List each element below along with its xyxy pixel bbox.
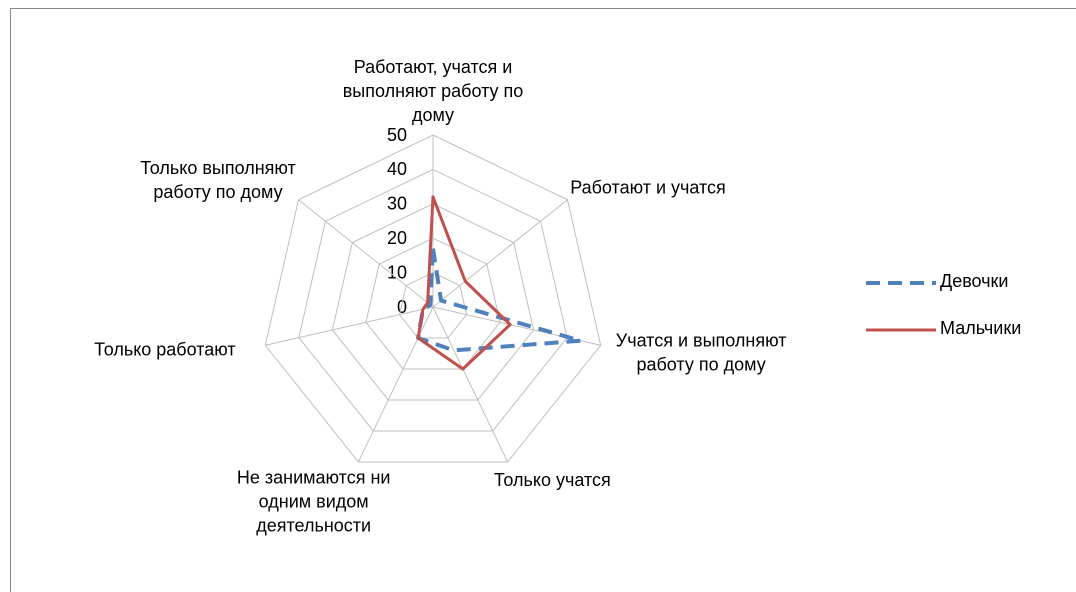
spoke [298, 199, 434, 308]
category-label: Учатся и выполняют работу по дому [615, 330, 787, 375]
series-line [416, 246, 583, 353]
grid-ring [398, 272, 468, 339]
chart-border [10, 8, 1076, 592]
spoke [357, 306, 434, 463]
grid-ring [331, 203, 535, 401]
spoke [432, 306, 509, 463]
r-tick-label: 0 [397, 297, 407, 317]
category-label: Работают и учатся [570, 177, 726, 198]
r-tick-label: 40 [387, 159, 407, 179]
r-tick-label: 20 [387, 228, 407, 248]
r-tick-label: 10 [387, 262, 407, 282]
spoke [432, 199, 568, 308]
r-tick-label: 50 [387, 125, 407, 145]
category-label: Только учатся [493, 469, 611, 490]
grid-ring [298, 168, 568, 432]
category-label: Не занимаются ни одним видом деятельност… [236, 467, 391, 536]
category-label: Только выполняют работу по дому [140, 157, 296, 202]
r-tick-label: 30 [387, 194, 407, 214]
spoke [265, 306, 434, 346]
grid-ring [365, 237, 501, 370]
grid-ring [264, 134, 602, 463]
legend-label: Мальчики [940, 318, 1022, 338]
legend-label: Девочки [940, 271, 1009, 291]
series-line [416, 195, 512, 371]
category-label: Только работают [94, 339, 236, 360]
category-label: Работают, учатся и выполняют работу по д… [342, 57, 524, 125]
